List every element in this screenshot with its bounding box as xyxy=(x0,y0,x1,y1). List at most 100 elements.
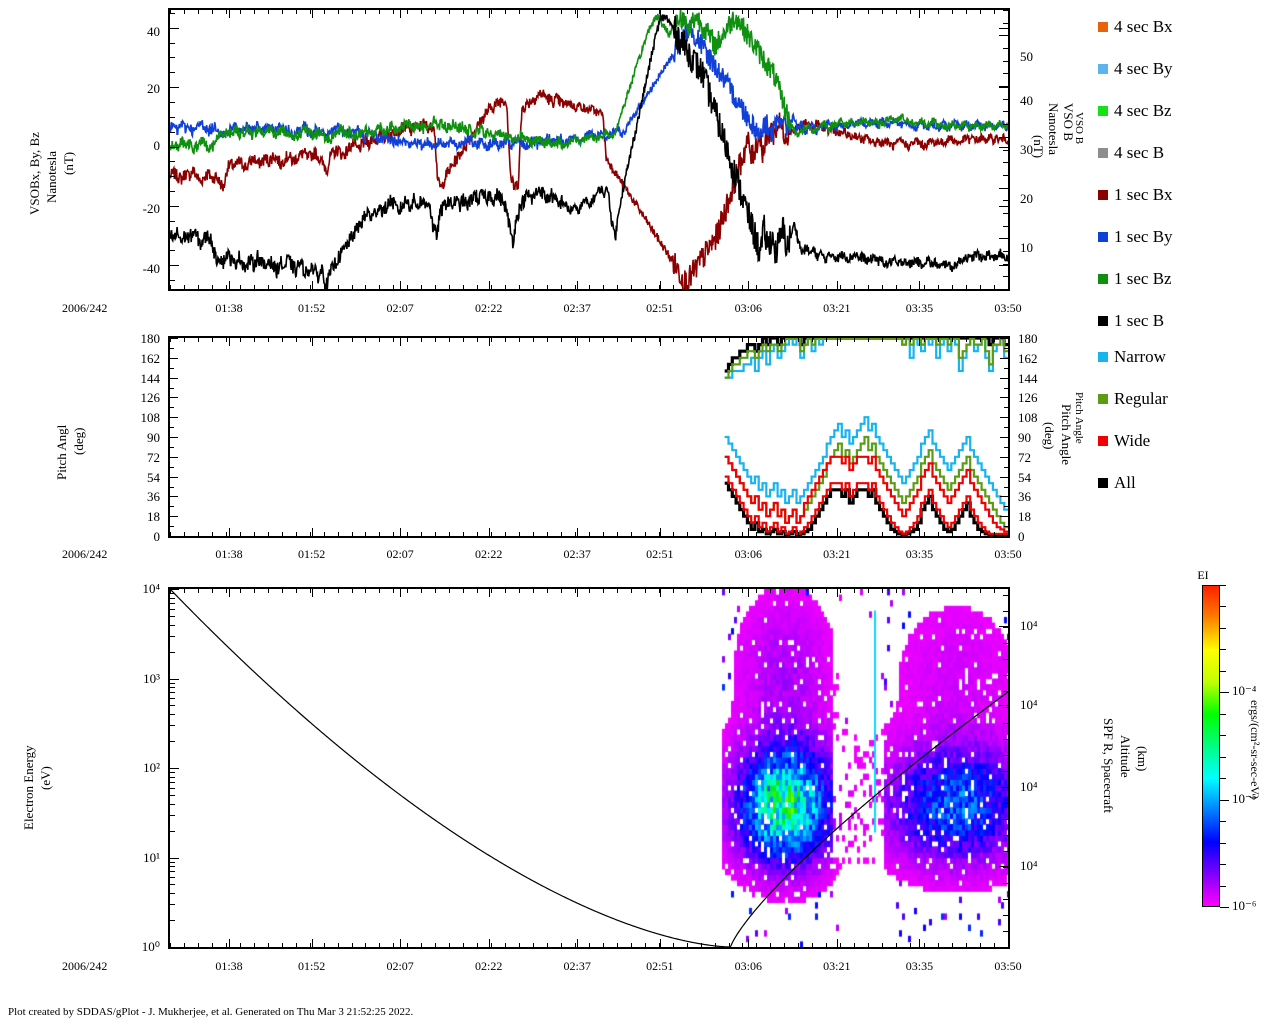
axis-tick xyxy=(715,532,716,536)
axis-tick xyxy=(184,10,185,14)
axis-tick xyxy=(170,250,175,251)
axis-tick xyxy=(729,532,730,536)
p2-ytick-label: 180 xyxy=(140,331,161,346)
axis-tick xyxy=(254,589,255,593)
legend-item-regular[interactable]: Regular xyxy=(1098,390,1168,407)
axis-tick xyxy=(999,866,1008,867)
legend-item-4-sec-bz[interactable]: 4 sec Bz xyxy=(1098,102,1172,119)
axis-tick xyxy=(561,285,562,289)
legend-swatch-icon xyxy=(1098,315,1108,326)
axis-tick xyxy=(938,532,939,536)
p2-ytick-label: 162 xyxy=(140,351,161,366)
axis-tick xyxy=(826,338,827,342)
axis-tick xyxy=(421,532,422,536)
legend-item-1-sec-bz[interactable]: 1 sec Bz xyxy=(1098,270,1172,287)
axis-tick xyxy=(393,285,394,289)
pitch-angle-panel xyxy=(168,336,1010,538)
axis-tick xyxy=(561,943,562,947)
legend-item-1-sec-bx[interactable]: 1 sec Bx xyxy=(1098,186,1173,203)
axis-tick xyxy=(400,589,401,597)
legend-item-1-sec-b[interactable]: 1 sec B xyxy=(1098,312,1164,329)
axis-tick xyxy=(952,532,953,536)
axis-tick xyxy=(282,589,283,593)
axis-tick xyxy=(547,589,548,593)
axis-tick xyxy=(170,358,178,359)
legend-item-narrow[interactable]: Narrow xyxy=(1098,348,1166,365)
axis-tick xyxy=(1220,606,1226,607)
axis-tick xyxy=(338,285,339,289)
axis-tick xyxy=(919,10,920,18)
time-tick-label: 02:22 xyxy=(475,301,503,315)
axis-tick xyxy=(938,10,939,14)
axis-tick xyxy=(952,589,953,593)
axis-tick xyxy=(999,626,1008,627)
axis-tick xyxy=(701,285,702,289)
axis-tick xyxy=(837,939,838,947)
time-tick-label: 02:37 xyxy=(563,547,591,561)
axis-tick xyxy=(748,939,749,947)
series-1-sec-b xyxy=(170,14,1008,289)
axis-tick xyxy=(170,593,175,594)
p3-ytick-label: 10⁰ xyxy=(141,939,160,954)
spacecraft-altitude-trace xyxy=(170,589,1008,947)
axis-tick xyxy=(910,532,911,536)
axis-tick xyxy=(1220,800,1226,801)
axis-tick xyxy=(910,285,911,289)
axis-tick xyxy=(756,532,757,536)
legend-item-all[interactable]: All xyxy=(1098,474,1136,491)
axis-tick xyxy=(170,280,175,281)
axis-tick xyxy=(268,10,269,14)
axis-tick xyxy=(924,338,925,342)
axis-tick xyxy=(1008,10,1009,18)
legend-item-4-sec-bx[interactable]: 4 sec Bx xyxy=(1098,18,1173,35)
axis-tick xyxy=(840,589,841,593)
axis-tick xyxy=(952,338,953,342)
p2-y2tick-label: 162 xyxy=(1018,351,1038,366)
time-tick-label: 01:38 xyxy=(215,301,243,315)
axis-tick xyxy=(435,589,436,593)
legend-item-4-sec-b[interactable]: 4 sec B xyxy=(1098,144,1164,161)
axis-tick xyxy=(1004,437,1008,438)
axis-tick xyxy=(170,265,175,266)
axis-tick xyxy=(1008,589,1009,593)
p2-ytick-label: 54 xyxy=(147,470,160,485)
axis-tick xyxy=(919,939,920,947)
axis-tick xyxy=(1003,611,1008,612)
legend-item-wide[interactable]: Wide xyxy=(1098,432,1150,449)
axis-tick xyxy=(659,532,660,536)
axis-tick xyxy=(170,609,175,610)
axis-tick xyxy=(310,943,311,947)
axis-tick xyxy=(687,10,688,14)
p2-y2tick-label: 0 xyxy=(1018,529,1025,544)
axis-tick xyxy=(170,206,175,207)
axis-tick xyxy=(463,943,464,947)
axis-tick xyxy=(170,437,178,438)
axis-tick xyxy=(1008,589,1009,597)
time-tick-label: 03:21 xyxy=(823,547,851,561)
axis-tick xyxy=(924,532,925,536)
axis-tick xyxy=(296,532,297,536)
p3-y2tick-label: 10⁴ xyxy=(1020,858,1038,873)
axis-tick xyxy=(966,285,967,289)
axis-tick xyxy=(310,338,311,342)
axis-tick xyxy=(170,589,179,590)
axis-tick xyxy=(994,338,995,342)
axis-tick xyxy=(489,528,490,536)
axis-tick xyxy=(1003,213,1008,214)
axis-tick xyxy=(547,943,548,947)
legend-item-4-sec-by[interactable]: 4 sec By xyxy=(1098,60,1173,77)
axis-tick xyxy=(338,10,339,14)
axis-tick xyxy=(770,10,771,14)
axis-tick xyxy=(896,532,897,536)
axis-tick xyxy=(1004,506,1008,507)
legend-label: 1 sec Bx xyxy=(1114,185,1173,204)
pitch-angle-traces xyxy=(724,338,1008,536)
axis-tick xyxy=(170,348,174,349)
axis-tick xyxy=(170,884,175,885)
axis-tick xyxy=(352,943,353,947)
legend-swatch-icon xyxy=(1098,273,1108,284)
axis-tick xyxy=(324,589,325,593)
legend-item-1-sec-by[interactable]: 1 sec By xyxy=(1098,228,1173,245)
axis-tick xyxy=(854,532,855,536)
axis-tick xyxy=(1003,899,1008,900)
